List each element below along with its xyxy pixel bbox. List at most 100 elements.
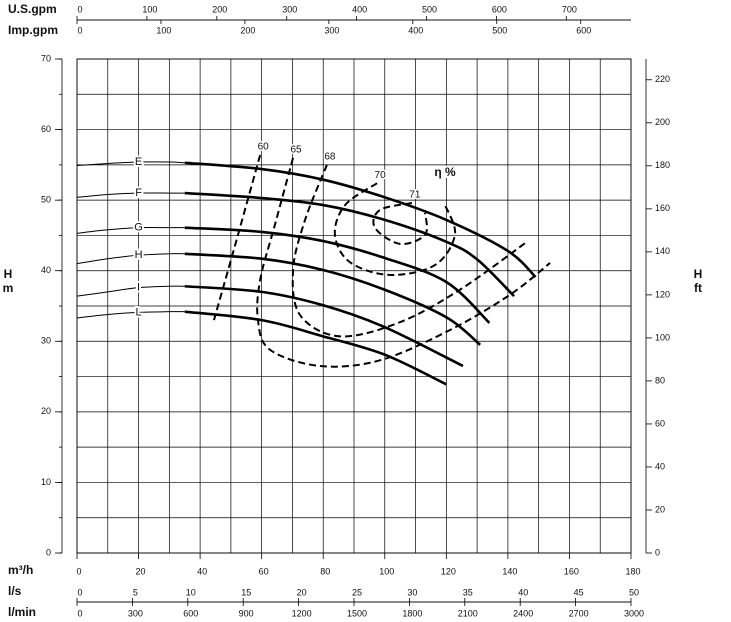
flow-axis-title: l/s xyxy=(8,584,22,598)
flow-tick-label: 200 xyxy=(212,4,227,14)
flow-tick-label: 2100 xyxy=(458,608,478,618)
efficiency-label: 68 xyxy=(324,151,336,162)
y-tick-label: 40 xyxy=(41,265,51,275)
flow-tick-label: 600 xyxy=(576,25,591,35)
efficiency-curve xyxy=(291,164,526,338)
y-tick-label: 10 xyxy=(41,477,51,487)
head-curve-thin xyxy=(76,253,185,265)
y-axis-title: H xyxy=(4,267,13,281)
flow-tick-label: 50 xyxy=(629,587,639,597)
flow-tick-label: 600 xyxy=(492,4,507,14)
x-tick-label: 120 xyxy=(441,566,456,576)
x-tick-label: 180 xyxy=(625,566,640,576)
y2-tick-label: 100 xyxy=(655,332,670,342)
flow-tick-label: 600 xyxy=(183,608,198,618)
flow-tick-label: 900 xyxy=(239,608,254,618)
y-tick-label: 20 xyxy=(41,406,51,416)
y-tick-label: 0 xyxy=(46,547,51,557)
head-curve xyxy=(184,191,515,298)
plot-frame xyxy=(76,58,632,554)
head-curve-thin xyxy=(76,227,185,234)
y2-axis-unit: ft xyxy=(694,281,702,295)
y2-axis-title: H xyxy=(694,267,703,281)
head-curve xyxy=(184,310,447,386)
flow-tick-label: 400 xyxy=(352,4,367,14)
flow-tick-label: 500 xyxy=(422,4,437,14)
flow-tick-label: 1800 xyxy=(402,608,422,618)
flow-tick-label: 100 xyxy=(142,4,157,14)
flow-tick-label: 200 xyxy=(240,25,255,35)
head-curve xyxy=(184,161,537,279)
efficiency-label: 70 xyxy=(375,170,387,181)
flow-tick-label: 0 xyxy=(77,4,82,14)
head-curve-thin xyxy=(76,161,185,167)
head-curve xyxy=(184,252,482,346)
curve-label: E xyxy=(135,156,142,168)
y-axis-unit: m xyxy=(3,281,14,295)
flow-axis-title: l/min xyxy=(8,605,36,619)
x-tick-label: 20 xyxy=(136,566,146,576)
head-curve-thin xyxy=(76,311,185,319)
y2-tick-label: 120 xyxy=(655,289,670,299)
y2-tick-label: 40 xyxy=(655,461,665,471)
efficiency-label: 60 xyxy=(258,142,270,153)
y2-tick-label: 80 xyxy=(655,375,665,385)
efficiency-curve xyxy=(333,182,457,276)
x-tick-label: 100 xyxy=(379,566,394,576)
flow-tick-label: 100 xyxy=(156,25,171,35)
efficiency-title: η % xyxy=(434,165,456,179)
x-tick-label: 160 xyxy=(564,566,579,576)
y2-tick-label: 200 xyxy=(655,117,670,127)
flow-tick-label: 15 xyxy=(241,587,251,597)
flow-tick-label: 0 xyxy=(77,25,82,35)
curve-label: I xyxy=(137,282,140,294)
flow-tick-label: 2700 xyxy=(569,608,589,618)
flow-tick-label: 0 xyxy=(77,587,82,597)
head-curve xyxy=(184,284,464,368)
flow-tick-label: 2400 xyxy=(513,608,533,618)
curve-label: G xyxy=(134,222,143,234)
x-tick-label: 0 xyxy=(76,566,81,576)
flow-tick-label: 35 xyxy=(463,587,473,597)
flow-tick-label: 300 xyxy=(128,608,143,618)
curve-label: L xyxy=(135,306,141,318)
head-curve-thin xyxy=(76,285,185,297)
curve-label: F xyxy=(135,187,142,199)
flow-tick-label: 400 xyxy=(408,25,423,35)
y-tick-label: 30 xyxy=(41,336,51,346)
y2-tick-label: 60 xyxy=(655,418,665,428)
flow-tick-label: 40 xyxy=(518,587,528,597)
flow-tick-label: 300 xyxy=(282,4,297,14)
flow-tick-label: 25 xyxy=(352,587,362,597)
flow-tick-label: 1500 xyxy=(347,608,367,618)
y2-tick-label: 140 xyxy=(655,246,670,256)
y2-tick-label: 160 xyxy=(655,203,670,213)
head-curve xyxy=(184,226,491,324)
head-curve-thin xyxy=(76,192,185,198)
flow-tick-label: 20 xyxy=(297,587,307,597)
x-tick-label: 140 xyxy=(502,566,517,576)
efficiency-curve xyxy=(372,201,428,246)
curve-label: H xyxy=(135,249,143,261)
efficiency-label: 65 xyxy=(290,144,302,155)
flow-axis-title: Imp.gpm xyxy=(8,23,58,37)
y2-tick-label: 180 xyxy=(655,160,670,170)
y-tick-label: 70 xyxy=(41,53,51,63)
flow-tick-label: 5 xyxy=(133,587,138,597)
y2-tick-label: 220 xyxy=(655,74,670,84)
y2-tick-label: 20 xyxy=(655,504,665,514)
y-tick-label: 50 xyxy=(41,195,51,205)
flow-tick-label: 1200 xyxy=(292,608,312,618)
flow-tick-label: 3000 xyxy=(624,608,644,618)
x-axis-title: m³/h xyxy=(8,563,33,577)
y-tick-label: 60 xyxy=(41,124,51,134)
flow-tick-label: 45 xyxy=(574,587,584,597)
y2-tick-label: 0 xyxy=(655,547,660,557)
flow-tick-label: 500 xyxy=(492,25,507,35)
flow-tick-label: 30 xyxy=(407,587,417,597)
flow-tick-label: 300 xyxy=(324,25,339,35)
x-tick-label: 80 xyxy=(320,566,330,576)
flow-axis-title: U.S.gpm xyxy=(8,2,57,16)
